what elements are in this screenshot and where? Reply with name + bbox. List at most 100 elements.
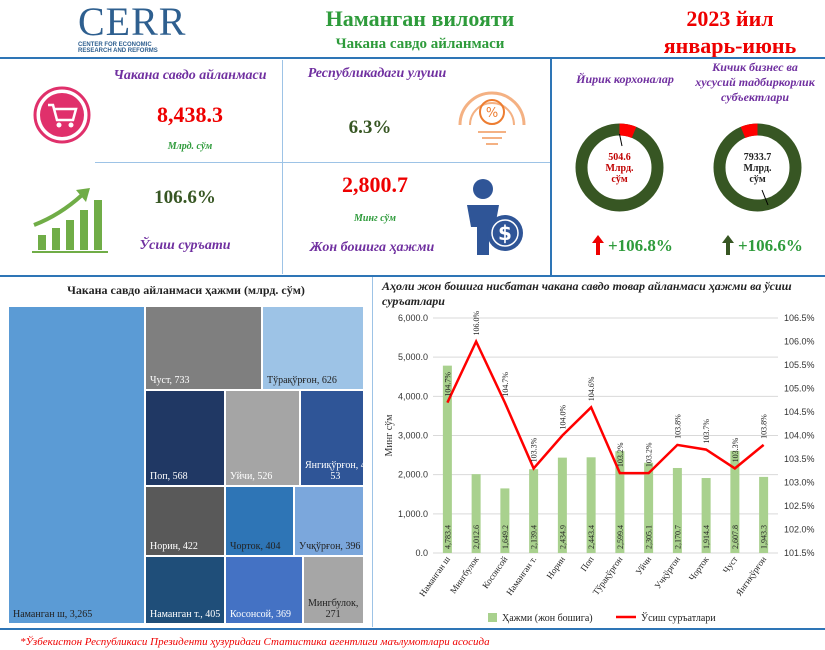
bar (644, 462, 654, 553)
growth-label: Ўсиш суръати (139, 238, 231, 253)
bar (471, 474, 481, 553)
bar (615, 451, 625, 553)
bar (672, 467, 682, 553)
line-point-label: 103.7% (702, 419, 711, 444)
share-value: 6.3% (348, 117, 392, 138)
treemap-cell-label: Чорток, 404 (230, 541, 281, 552)
large-enterprises-label: Йирик корхоналар (576, 72, 674, 86)
bar (442, 365, 452, 553)
line-point-label: 104.7% (443, 372, 452, 397)
treemap-cell: Чорток, 404 (225, 486, 294, 556)
y-axis-label: Минг сўм (384, 414, 395, 457)
percent-gauge-icon: % (450, 70, 535, 155)
line-point-label: 103.3% (731, 437, 740, 462)
bar-value-label: 2,443.4 (587, 525, 596, 549)
small-business-label-line3: субъектлари (721, 90, 789, 104)
shopping-cart-icon (32, 85, 92, 145)
large-enterprises-unit2: сўм (611, 174, 628, 185)
treemap-cell-label: Янгиқўрғон, 4 53 (305, 460, 366, 482)
turnover-value: 8,438.3 (157, 102, 223, 127)
treemap-cell-label: Чуст, 733 (150, 375, 190, 386)
small-business-label-line2: хусусий тадбиркорлик (695, 75, 815, 89)
bar (759, 476, 769, 553)
small-business-value-box: 7933.7 Млрд. сўм (725, 152, 790, 185)
person-money-icon: $ (455, 175, 535, 260)
small-business-growth: +106.6% (722, 235, 822, 260)
line-point-label: 103.2% (645, 442, 654, 467)
treemap-cell: Тўрақўрғон, 626 (262, 306, 364, 390)
y-tick-label: 6,000.0 (398, 313, 428, 323)
x-tick-label: Уйчи (634, 554, 654, 576)
small-business-label-line1: Кичик бизнес ва (712, 60, 798, 74)
small-business-label: Кичик бизнес ва хусусий тадбиркорлик суб… (690, 60, 820, 105)
y2-tick-label: 103.5% (784, 454, 815, 464)
bar (730, 450, 740, 553)
line-point-label: 104.0% (558, 405, 567, 430)
bar-value-label: 1,943.3 (760, 525, 769, 549)
percap-value: 2,800.7 (342, 172, 408, 197)
y-tick-label: 3,000.0 (398, 431, 428, 441)
bar-value-label: 1,649.2 (501, 525, 510, 549)
green-up-arrow-icon (722, 235, 734, 260)
y2-tick-label: 105.5% (784, 360, 815, 370)
bar (500, 488, 510, 553)
bar-value-label: 4,783.4 (443, 525, 452, 549)
treemap-cell: Чуст, 733 (145, 306, 262, 390)
svg-text:%: % (486, 106, 498, 121)
kpi-bottom-divider (0, 275, 825, 277)
bar-value-label: 2,434.9 (558, 525, 567, 549)
share-label: Республикадаги улуши (307, 66, 447, 81)
percap-label: Жон бошига ҳажми (309, 240, 435, 255)
treemap-cell-label: Наманган ш, 3,265 (13, 609, 93, 620)
large-enterprises-value: 504.6 (608, 152, 631, 163)
y2-tick-label: 105.0% (784, 384, 815, 394)
growth-value: 106.6% (154, 187, 216, 208)
bar-value-label: 2,139.4 (530, 525, 539, 549)
kpi-divider-horizontal (95, 162, 550, 163)
bar-value-label: 2,305.1 (645, 525, 654, 549)
legend-line-label: Ўсиш суръатлари (641, 612, 716, 624)
treemap-cell-label: Наманган т., 405 (150, 609, 221, 620)
large-enterprises-value-box: 504.6 Млрд. сўм (587, 152, 652, 185)
x-tick-label: Тўрақўрғон (591, 554, 625, 597)
treemap-cell-label: Мингбулок, 271 (308, 598, 359, 620)
legend-bar-label: Ҳажми (жон бошига) (502, 613, 593, 624)
y2-tick-label: 104.5% (784, 407, 815, 417)
treemap-cell: Поп, 568 (145, 390, 225, 486)
page-subtitle: Чакана савдо айланмаси (335, 36, 505, 52)
treemap-title: Чакана савдо айланмаси ҳажми (млрд. сўм) (67, 283, 305, 297)
bar-value-label: 2,599.4 (616, 525, 625, 549)
large-enterprises-growth-value: +106.8% (608, 236, 673, 256)
red-up-arrow-icon (592, 235, 604, 260)
large-enterprises-growth: +106.8% (592, 235, 692, 260)
cerr-logo: CERR CENTER FOR ECONOMIC RESEARCH AND RE… (78, 2, 198, 56)
x-tick-label: Чуст (721, 554, 740, 575)
line-point-label: 104.6% (587, 376, 596, 401)
period-label: январь-июнь (663, 33, 797, 58)
logo-subtitle-1: CENTER FOR ECONOMIC (78, 42, 152, 48)
x-tick-label: Поп (578, 554, 595, 573)
footnote: *Ўзбекистон Республикаси Президенти ҳузу… (20, 636, 490, 648)
x-tick-label: Наманган ш (417, 554, 452, 598)
chart-title: Аҳоли жон бошига нисбатан чакана савдо т… (382, 279, 792, 308)
treemap: Наманган ш, 3,265 Чуст, 733 Тўрақўрғон, 62… (8, 306, 366, 624)
x-tick-label: Чорток (687, 554, 711, 583)
y-tick-label: 1,000.0 (398, 509, 428, 519)
treemap-cell-label: Косонсой, 369 (230, 609, 292, 620)
y-tick-label: 4,000.0 (398, 391, 428, 401)
small-business-unit1: Млрд. (743, 163, 772, 174)
x-tick-label: Косонсой (480, 554, 509, 590)
large-enterprises-donut (572, 120, 667, 215)
y2-tick-label: 104.0% (784, 431, 815, 441)
percap-unit: Минг сўм (354, 213, 396, 224)
y-tick-label: 2,000.0 (398, 470, 428, 480)
header-divider (0, 57, 825, 59)
y2-tick-label: 106.5% (784, 313, 815, 323)
small-business-value: 7933.7 (743, 152, 772, 163)
line-point-label: 104.7% (501, 372, 510, 397)
footer-divider (0, 628, 825, 630)
y2-tick-label: 106.0% (784, 337, 815, 347)
legend-bar-swatch (488, 613, 497, 622)
bar-value-label: 2,607.8 (731, 525, 740, 549)
year-label: 2023 йил (686, 6, 774, 31)
